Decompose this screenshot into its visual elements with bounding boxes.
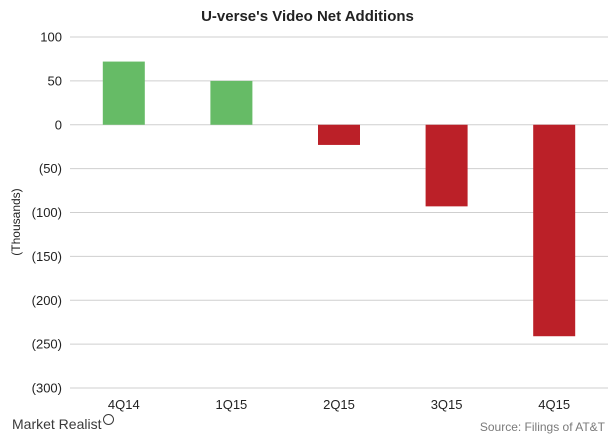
- y-tick-label: 50: [48, 73, 62, 88]
- market-realist-logo: Market Realist: [12, 413, 115, 432]
- y-tick-labels: 100 50 0 (50) (100) (150) (200) (250) (300): [32, 30, 62, 396]
- x-tick-label: 1Q15: [215, 397, 247, 412]
- logo-mark-icon: [103, 413, 115, 425]
- logo-text: Market Realist: [12, 416, 102, 432]
- bar-4q15: [533, 124, 576, 337]
- source-note: Source: Filings of AT&T: [479, 420, 605, 434]
- x-tick-label: 3Q15: [431, 397, 463, 412]
- y-tick-label: (100): [32, 205, 62, 220]
- y-axis-label: (Thousands): [9, 188, 23, 255]
- bar-3q15: [425, 124, 468, 207]
- bar-1q15: [210, 80, 253, 125]
- y-tick-label: (300): [32, 381, 62, 396]
- bars: [102, 61, 576, 337]
- x-tick-label: 2Q15: [323, 397, 355, 412]
- y-tick-label: (150): [32, 249, 62, 264]
- y-tick-label: 0: [55, 117, 62, 132]
- bar-2q15: [318, 124, 360, 145]
- y-tick-label: 100: [40, 30, 62, 45]
- x-tick-labels: 4Q14 1Q15 2Q15 3Q15 4Q15: [108, 397, 570, 412]
- y-tick-label: (200): [32, 293, 62, 308]
- y-tick-label: (50): [39, 161, 62, 176]
- y-tick-label: (250): [32, 337, 62, 352]
- gridlines: [70, 36, 608, 389]
- x-tick-label: 4Q14: [108, 397, 140, 412]
- x-tick-label: 4Q15: [538, 397, 570, 412]
- chart-title: U-verse's Video Net Additions: [201, 8, 414, 25]
- bar-4q14: [102, 61, 145, 125]
